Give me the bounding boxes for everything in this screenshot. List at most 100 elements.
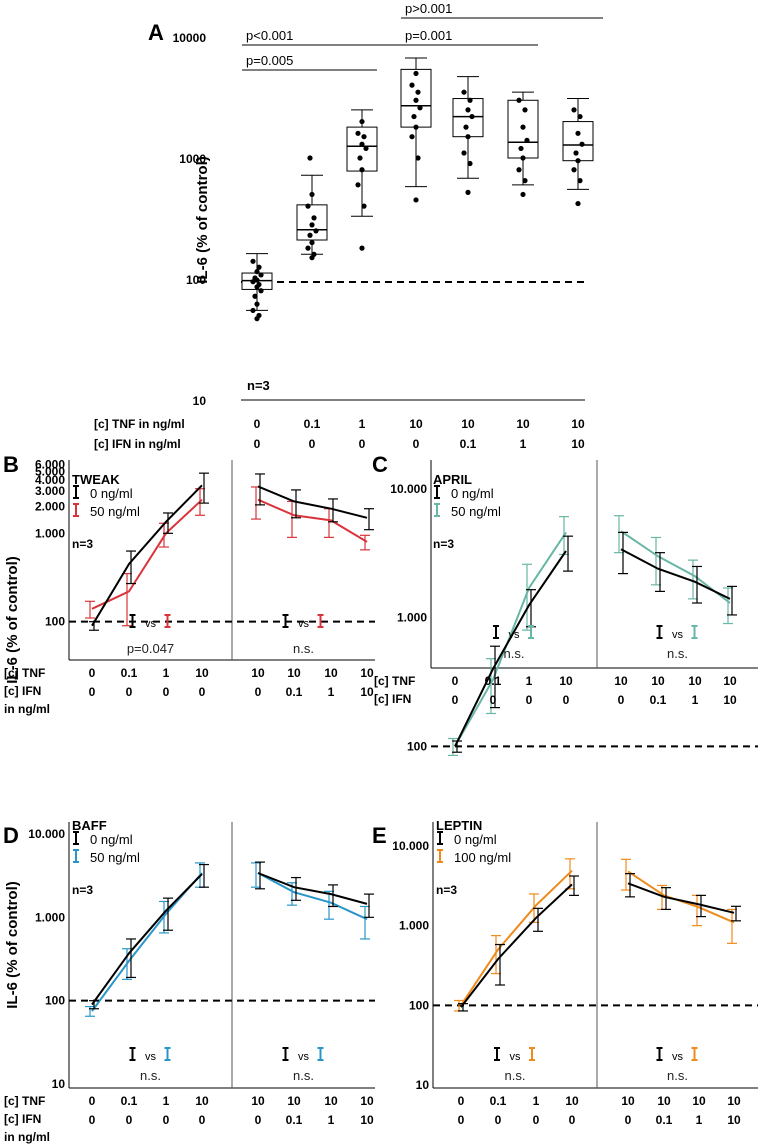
panel-e-ifn-value: 0 [495,1113,502,1127]
panel-e-tnf-value: 0.1 [490,1094,507,1108]
panel-a-data-point [415,155,421,161]
panel-d-series-line-0 [91,873,203,1006]
panel-c-ifn-value: 0 [563,693,570,707]
panel-e-series-line-0 [627,882,735,914]
panel-a-data-point [309,222,315,228]
panel-b-label: B [3,452,19,477]
panel-a-data-point [461,89,467,95]
panel-d-ifn-value: 0.1 [286,1113,303,1127]
panel-e-label: E [372,823,387,848]
panel-a-data-point [467,97,473,103]
panel-d-ifn-value: 0 [199,1113,206,1127]
panel-a-data-point [252,293,258,299]
panel-b-y-tick-label: 6.000 [35,458,65,472]
panel-e-series-line-1 [460,869,573,1006]
panel-a-ifn-value: 0 [359,437,366,451]
panel-c-series-line-0 [620,548,731,600]
panel-d-series-line-1 [257,872,368,921]
panel-a-data-point [417,105,423,111]
panel-a-data-point [520,124,526,130]
panel-c-tnf-value: 0.1 [485,674,502,688]
panel-c-vs-label: vs [509,629,521,641]
panel-c-tnf-value: 10 [688,674,702,688]
panel-e-tnf-value: 10 [621,1094,635,1108]
panel-b-series-line-0 [91,484,203,627]
panel-a-data-point [361,134,367,140]
panel-b-ifn-value: 0.1 [286,685,303,699]
panel-e-y-tick-label: 10 [416,1078,430,1092]
panel-a-data-point [305,245,311,251]
panel-a-data-point [250,258,256,264]
panel-e-ifn-value: 0 [458,1113,465,1127]
panel-a-data-point [409,82,415,88]
panel-b-tnf-value: 1 [163,666,170,680]
panel-a-data-point [357,155,363,161]
panel-c-ifn-value: 0 [490,693,497,707]
panel-c-tnf-value: 10 [559,674,573,688]
panel-a-data-point [307,232,313,238]
panel-d-vs-label: vs [298,1051,310,1063]
panel-b-tnf-value: 10 [324,666,338,680]
panel-e-legend-label-0: 0 ng/ml [454,832,497,847]
panel-b-ifn-value: 0 [199,685,206,699]
panel-a-data-point [254,301,260,307]
panel-a-tnf-value: 10 [409,417,423,431]
panel-e-tnf-value: 10 [692,1094,706,1108]
panel-a-data-point [522,107,528,113]
panel-a-data-point [413,70,419,77]
panel-d-stat-label: n.s. [293,1068,314,1083]
panel-b-tnf-value: 0.1 [121,666,138,680]
panel-d-tnf-value: 0 [89,1094,96,1108]
panel-b-row-label: [c] TNF [4,666,45,680]
panel-b-ifn-value: 1 [328,685,335,699]
panel-a-ifn-value: 0 [413,437,420,451]
panel-d-row-label: [c] IFN [4,1112,41,1126]
panel-c-y-tick-label: 10.000 [390,482,427,496]
panel-e-ifn-value: 10 [727,1113,741,1127]
panel-a-data-point [254,269,260,275]
panel-a-significance-label: p=0.005 [246,53,293,68]
panel-b-y-tick-label: 5.000 [35,465,65,479]
panel-a-data-point [359,118,365,125]
panel-d-y-tick-label: 10.000 [28,827,65,841]
panel-c-stat-label: n.s. [667,646,688,661]
panel-c-label: C [372,452,388,477]
panel-a-y-tick-label: 10000 [173,31,207,45]
panel-a-ifn-value: 0 [254,437,261,451]
panel-e-ifn-value: 0 [533,1113,540,1127]
panel-b-tnf-value: 10 [360,666,374,680]
panel-b-tnf-value: 10 [287,666,301,680]
panel-c-ifn-value: 10 [723,693,737,707]
panel-d-y-tick-label: 1.000 [35,910,65,924]
panel-a-tnf-value: 0 [254,417,261,431]
panel-c-ifn-value: 0 [618,693,625,707]
panel-a-data-point [413,197,419,203]
panel-e-vs-label: vs [672,1051,684,1063]
panel-e-y-tick-label: 100 [409,998,429,1012]
panel-c-y-tick-label: 1.000 [397,611,427,625]
panel-c-tnf-value: 1 [526,674,533,688]
panel-a-data-point [463,124,469,130]
panel-a-data-point [575,158,581,164]
panel-a-data-point [579,141,585,147]
panel-a-y-tick-label: 100 [186,273,206,287]
panel-e-legend-label-1: 100 ng/ml [454,850,511,865]
panel-d-tnf-value: 10 [360,1094,374,1108]
panel-a-data-point [250,307,256,314]
panel-c-tnf-value: 10 [723,674,737,688]
panel-a-data-point [305,203,311,209]
panel-c-series-line-1 [454,531,567,747]
panel-a-data-point [571,107,577,113]
panel-b-y-tick-label: 4.000 [35,473,65,487]
panel-a-data-point [415,89,421,95]
panel-a-data-point [465,189,471,195]
panel-b-series-line-1 [257,498,368,543]
panel-a-data-point [355,130,361,136]
panel-c-tnf-value: 0 [452,674,459,688]
panel-c-row-label: [c] IFN [374,692,411,706]
panel-e-tnf-value: 10 [565,1094,579,1108]
panel-b-stat-label: p=0.047 [127,641,174,656]
panel-e-n-label: n=3 [436,883,457,897]
panel-a-box [346,126,378,172]
panel-e-tnf-value: 10 [727,1094,741,1108]
